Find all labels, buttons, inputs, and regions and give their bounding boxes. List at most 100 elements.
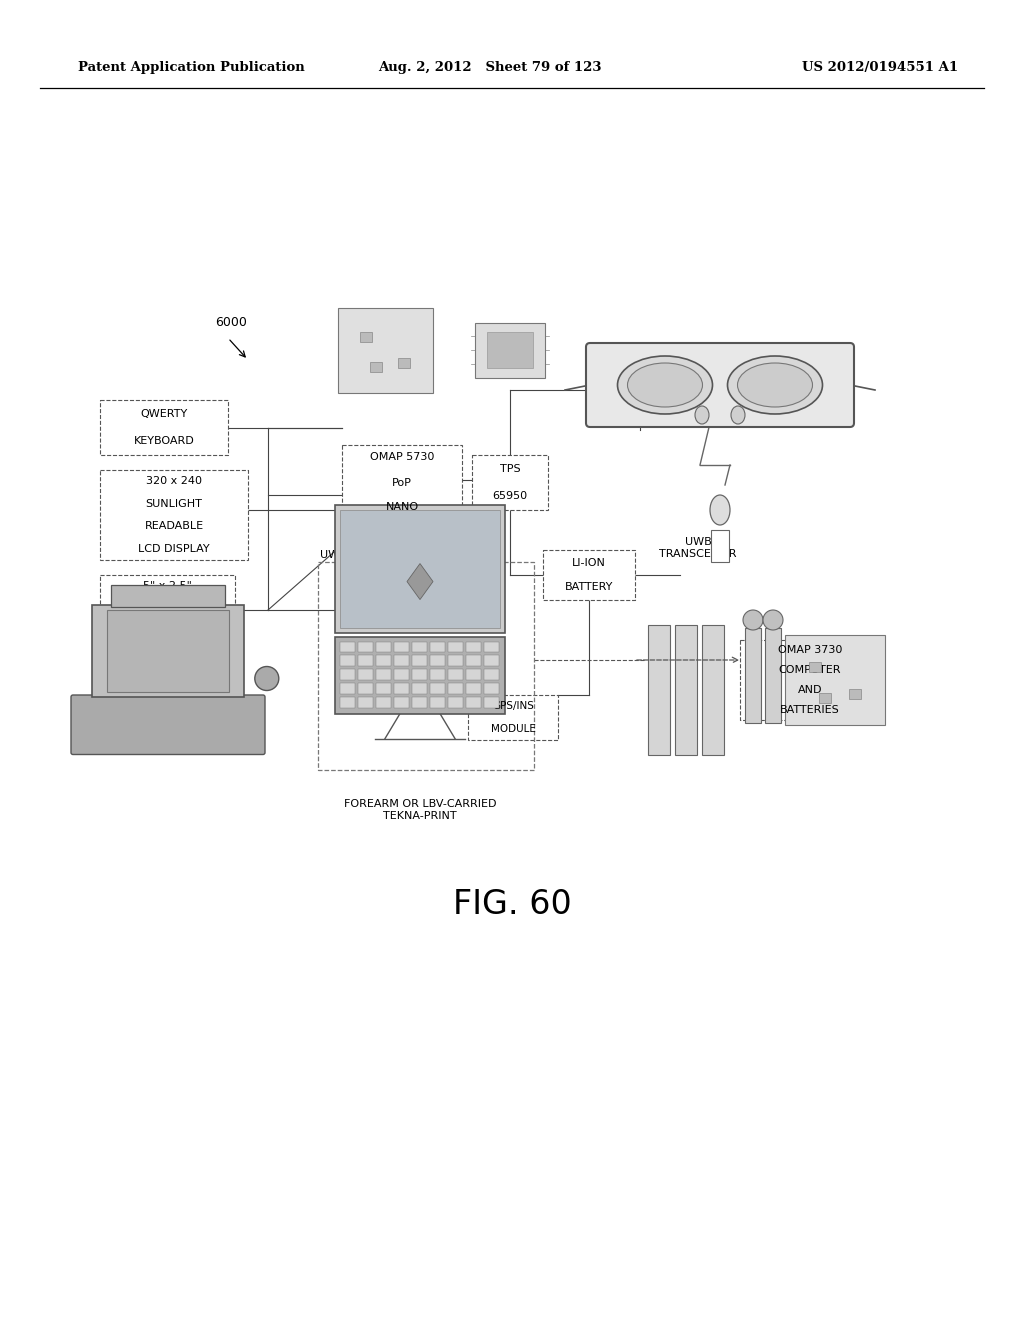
Ellipse shape [628, 363, 702, 407]
Text: MOOR: MOOR [385, 528, 420, 537]
Text: UWB TRANSCEIVER: UWB TRANSCEIVER [319, 550, 428, 560]
Circle shape [255, 667, 279, 690]
FancyBboxPatch shape [430, 656, 445, 667]
FancyBboxPatch shape [702, 624, 724, 755]
Ellipse shape [731, 407, 745, 424]
Text: UWB
TRANSCEIVER: UWB TRANSCEIVER [659, 537, 736, 558]
FancyBboxPatch shape [484, 682, 499, 694]
Text: 5" x 2.5": 5" x 2.5" [143, 581, 191, 591]
FancyBboxPatch shape [100, 400, 228, 455]
FancyBboxPatch shape [484, 697, 499, 708]
Ellipse shape [617, 356, 713, 414]
FancyBboxPatch shape [71, 696, 265, 755]
FancyBboxPatch shape [466, 697, 481, 708]
FancyBboxPatch shape [100, 576, 234, 640]
Text: OMAP 3730: OMAP 3730 [778, 645, 842, 655]
Text: LCD DISPLAY: LCD DISPLAY [138, 544, 210, 554]
FancyBboxPatch shape [394, 669, 409, 680]
FancyBboxPatch shape [586, 343, 854, 426]
FancyBboxPatch shape [849, 689, 861, 698]
FancyBboxPatch shape [484, 642, 499, 652]
FancyBboxPatch shape [376, 697, 391, 708]
FancyBboxPatch shape [543, 550, 635, 601]
FancyBboxPatch shape [340, 669, 355, 680]
FancyBboxPatch shape [335, 636, 505, 714]
FancyBboxPatch shape [449, 642, 463, 652]
FancyBboxPatch shape [648, 624, 670, 755]
Text: TPS: TPS [500, 463, 520, 474]
Text: Aug. 2, 2012   Sheet 79 of 123: Aug. 2, 2012 Sheet 79 of 123 [378, 62, 602, 74]
FancyBboxPatch shape [394, 656, 409, 667]
FancyBboxPatch shape [468, 696, 558, 741]
FancyBboxPatch shape [745, 628, 761, 723]
FancyBboxPatch shape [358, 669, 373, 680]
Text: PoP: PoP [392, 478, 412, 487]
FancyBboxPatch shape [809, 661, 821, 672]
Text: READABLE: READABLE [144, 521, 204, 531]
Text: MODULE: MODULE [490, 723, 536, 734]
FancyBboxPatch shape [358, 682, 373, 694]
Text: QWERTY: QWERTY [140, 409, 187, 418]
Text: US 2012/0194551 A1: US 2012/0194551 A1 [802, 62, 958, 74]
FancyBboxPatch shape [376, 669, 391, 680]
Text: AND: AND [798, 685, 822, 696]
FancyBboxPatch shape [358, 656, 373, 667]
FancyBboxPatch shape [108, 610, 228, 692]
FancyBboxPatch shape [335, 506, 505, 632]
FancyBboxPatch shape [394, 697, 409, 708]
Circle shape [743, 610, 763, 630]
FancyBboxPatch shape [92, 605, 244, 697]
FancyBboxPatch shape [358, 697, 373, 708]
FancyBboxPatch shape [430, 697, 445, 708]
FancyBboxPatch shape [412, 669, 427, 680]
Text: Patent Application Publication: Patent Application Publication [78, 62, 305, 74]
Text: BATTERY: BATTERY [565, 582, 613, 593]
Text: FIG. 60: FIG. 60 [453, 888, 571, 921]
Text: COMPUTER: COMPUTER [778, 665, 842, 675]
Ellipse shape [710, 495, 730, 525]
FancyBboxPatch shape [342, 445, 462, 545]
Circle shape [763, 610, 783, 630]
FancyBboxPatch shape [338, 308, 432, 392]
FancyBboxPatch shape [398, 358, 410, 368]
Text: KEYBOARD: KEYBOARD [133, 436, 195, 446]
FancyBboxPatch shape [376, 682, 391, 694]
FancyBboxPatch shape [100, 470, 248, 560]
Text: GPS/INS: GPS/INS [493, 701, 534, 711]
FancyBboxPatch shape [412, 656, 427, 667]
FancyBboxPatch shape [360, 333, 372, 342]
FancyBboxPatch shape [475, 322, 545, 378]
FancyBboxPatch shape [111, 585, 225, 606]
FancyBboxPatch shape [466, 656, 481, 667]
Text: 6000: 6000 [215, 315, 247, 329]
Text: NANO: NANO [385, 503, 419, 512]
FancyBboxPatch shape [484, 669, 499, 680]
FancyBboxPatch shape [412, 697, 427, 708]
FancyBboxPatch shape [711, 531, 729, 562]
FancyBboxPatch shape [376, 656, 391, 667]
Text: 320 x 240: 320 x 240 [146, 477, 202, 486]
FancyBboxPatch shape [340, 697, 355, 708]
FancyBboxPatch shape [765, 628, 781, 723]
Text: SENSOR: SENSOR [144, 624, 190, 634]
FancyBboxPatch shape [412, 642, 427, 652]
FancyBboxPatch shape [394, 682, 409, 694]
FancyBboxPatch shape [394, 642, 409, 652]
FancyBboxPatch shape [430, 682, 445, 694]
Ellipse shape [695, 407, 709, 424]
FancyBboxPatch shape [430, 642, 445, 652]
FancyBboxPatch shape [449, 656, 463, 667]
FancyBboxPatch shape [449, 697, 463, 708]
FancyBboxPatch shape [340, 656, 355, 667]
Ellipse shape [727, 356, 822, 414]
Text: 65950: 65950 [493, 491, 527, 502]
FancyBboxPatch shape [340, 510, 500, 627]
FancyBboxPatch shape [466, 642, 481, 652]
FancyBboxPatch shape [340, 642, 355, 652]
Text: FOREARM OR LBV-CARRIED
TEKNA-PRINT: FOREARM OR LBV-CARRIED TEKNA-PRINT [344, 799, 497, 821]
FancyBboxPatch shape [449, 682, 463, 694]
FancyBboxPatch shape [376, 642, 391, 652]
FancyBboxPatch shape [486, 331, 534, 368]
FancyBboxPatch shape [449, 669, 463, 680]
FancyBboxPatch shape [785, 635, 885, 725]
